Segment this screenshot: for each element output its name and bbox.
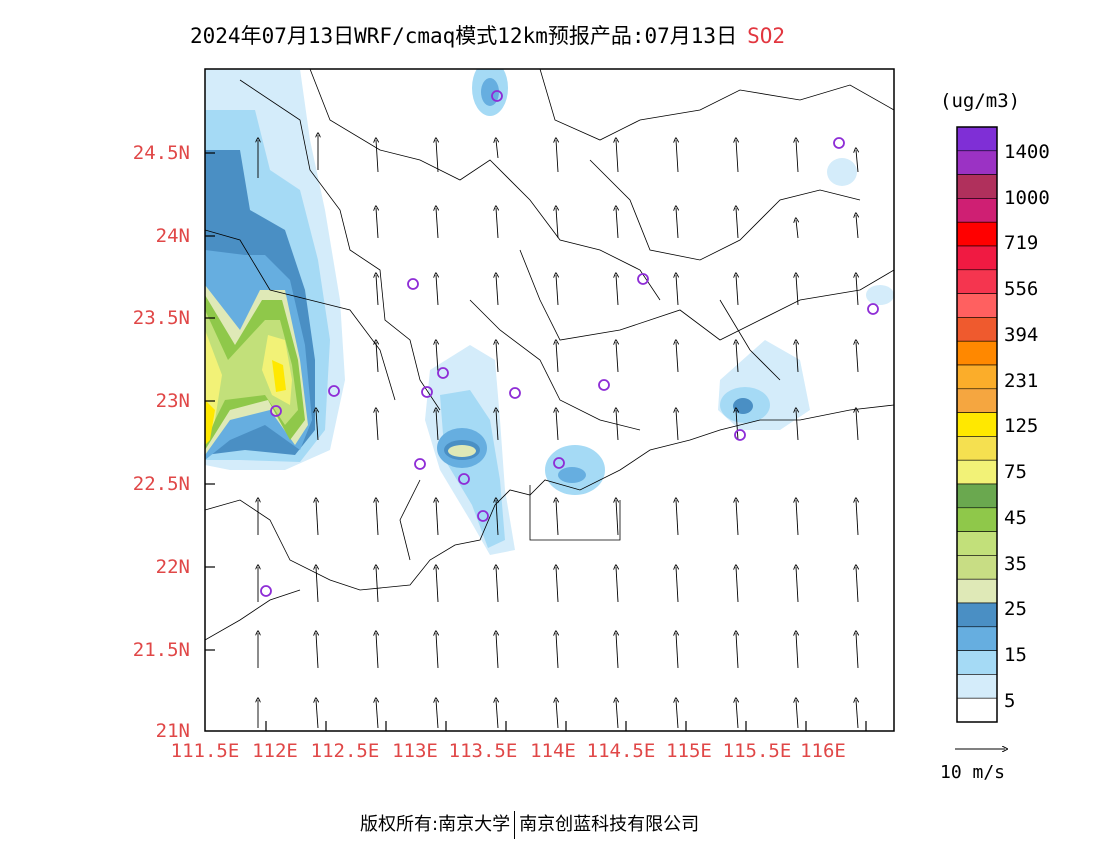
legend-swatch — [956, 317, 998, 342]
legend-label: 35 — [1004, 553, 1027, 575]
lat-tick-label: 21N — [155, 720, 190, 742]
wind-vectors — [258, 135, 858, 729]
tick-marks — [205, 152, 867, 731]
legend-label: 394 — [1004, 324, 1039, 346]
legend-label: 1400 — [1004, 141, 1050, 163]
legend-swatch — [956, 364, 998, 390]
legend-label: 231 — [1004, 370, 1039, 392]
lat-tick-label: 24.5N — [132, 142, 190, 164]
legend-swatch — [956, 269, 998, 294]
legend-swatch — [956, 674, 998, 699]
lat-tick-label: 23N — [155, 390, 190, 412]
legend-swatch — [956, 578, 998, 604]
legend-label: 25 — [1004, 598, 1027, 620]
legend-swatch — [956, 412, 998, 437]
lat-tick-label: 22.5N — [132, 473, 190, 495]
concentration-field — [205, 69, 894, 555]
legend-swatch — [956, 436, 998, 461]
footer: 版权所有:南京大学 南京创蓝科技有限公司 — [360, 810, 699, 839]
legend-swatch — [956, 531, 998, 556]
legend-label: 75 — [1004, 461, 1027, 483]
legend-label: 719 — [1004, 232, 1039, 254]
lon-tick-label: 114E — [530, 740, 576, 762]
lon-tick-label: 113E — [392, 740, 438, 762]
footer-copyright: 版权所有:南京大学 — [360, 814, 511, 835]
legend-label: 1000 — [1004, 187, 1050, 209]
title-text: 2024年07月13日WRF/cmaq模式12km预报产品:07月13日 — [190, 24, 738, 48]
lon-tick-label: 116E — [800, 740, 846, 762]
lat-tick-label: 22N — [155, 556, 190, 578]
legend-swatch — [956, 150, 998, 175]
plume-core-c — [272, 360, 286, 392]
lon-tick-label: 115E — [666, 740, 712, 762]
lon-tick-label: 113.5E — [448, 740, 518, 762]
legend-swatch — [956, 483, 998, 509]
lat-tick-label: 21.5N — [132, 639, 190, 661]
legend-swatch — [956, 174, 998, 199]
lat-tick-label: 23.5N — [132, 307, 190, 329]
legend-swatch — [956, 697, 998, 723]
plot-border — [204, 68, 895, 732]
footer-company: 南京创蓝科技有限公司 — [519, 814, 700, 835]
plume-core-d — [205, 400, 215, 445]
legend-swatch — [956, 555, 998, 580]
lon-tick-label: 115.5E — [722, 740, 792, 762]
wind-reference-label: 10 m/s — [940, 762, 1006, 783]
legend-border — [956, 126, 998, 723]
legend-label: 556 — [1004, 278, 1039, 300]
legend-swatch — [956, 507, 998, 532]
footer-separator — [514, 811, 516, 839]
station-markers — [260, 90, 879, 597]
map-title: 2024年07月13日WRF/cmaq模式12km预报产品:07月13日 SO2 — [190, 20, 910, 52]
legend-swatch — [956, 198, 998, 223]
legend-label: 45 — [1004, 507, 1027, 529]
legend-swatch — [956, 340, 998, 366]
legend-label: 5 — [1004, 690, 1016, 712]
legend-swatch — [956, 221, 998, 247]
legend-swatch — [956, 602, 998, 628]
legend-unit: (ug/m3) — [940, 90, 1021, 112]
legend-swatch — [956, 388, 998, 413]
legend-swatch — [956, 626, 998, 651]
legend-label: 15 — [1004, 644, 1027, 666]
legend-swatch — [956, 245, 998, 271]
legend-swatch — [956, 650, 998, 675]
lon-tick-label: 111.5E — [170, 740, 240, 762]
legend-label: 125 — [1004, 415, 1039, 437]
pollutant-label: SO2 — [747, 24, 786, 48]
lat-tick-label: 24N — [155, 225, 190, 247]
legend-swatch — [956, 293, 998, 318]
legend-swatch — [956, 459, 998, 485]
lon-tick-label: 114.5E — [586, 740, 656, 762]
legend-swatch — [956, 126, 998, 152]
lon-tick-label: 112.5E — [310, 740, 380, 762]
lon-tick-label: 112E — [252, 740, 298, 762]
legend-colorbar — [956, 126, 998, 723]
